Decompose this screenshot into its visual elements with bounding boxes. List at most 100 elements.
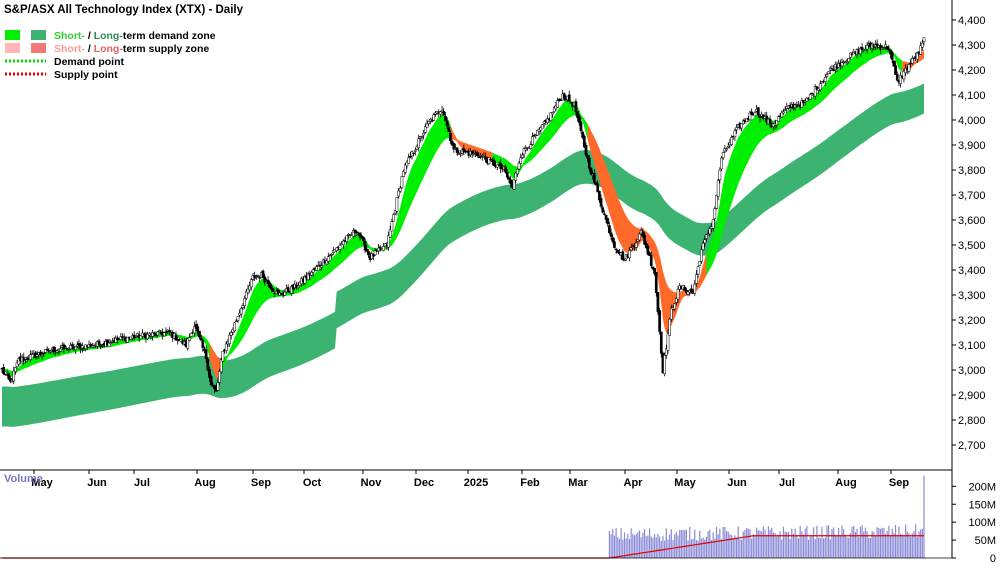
candle-body [713, 208, 717, 219]
candle-body [439, 111, 442, 115]
candle-body [146, 333, 149, 340]
price-tick-label: 3,700 [958, 190, 986, 202]
candle-body [696, 266, 700, 275]
candle-body [244, 291, 248, 299]
candle-body [616, 249, 620, 253]
candle-body [482, 155, 486, 158]
x-tick-labels: May Jun Jul Aug Sep Oct Nov Dec 2025 Feb Mar Apr May… [31, 470, 909, 489]
candle-body [119, 336, 123, 340]
price-tick-label: 4,200 [958, 65, 986, 77]
candle-body [683, 286, 687, 291]
candle-body [445, 120, 449, 127]
candle-body [55, 350, 59, 353]
candle-body [362, 236, 365, 241]
legend-item-supply-point: Supply point [5, 69, 118, 81]
candle-body [693, 283, 697, 294]
candle-body [875, 43, 879, 47]
candle-body [695, 274, 698, 284]
candle-body [522, 148, 526, 155]
candle-body [654, 272, 658, 294]
candle-body [775, 120, 779, 126]
candle-body [899, 75, 902, 84]
candle-body [7, 373, 11, 380]
candle-body [902, 71, 906, 80]
candle-body [424, 126, 427, 133]
volume-tick-labels: 0 50M 100M 150M 200M [952, 481, 996, 565]
short-term-demand-zone [221, 114, 451, 374]
volume-moving-average [2, 535, 924, 559]
candle-body [716, 180, 720, 197]
candle-body [134, 336, 138, 338]
candle-body [536, 129, 539, 136]
candle-body [505, 171, 509, 178]
candle-body [52, 346, 56, 353]
candle-body [546, 118, 549, 123]
candle-body [243, 298, 246, 307]
candle-body [663, 355, 666, 375]
candle-body [388, 229, 392, 238]
short-term-supply-zone [209, 343, 222, 380]
candle-body [859, 48, 862, 55]
candle-body [567, 94, 571, 102]
candle-body [815, 86, 819, 90]
candle-body [604, 215, 608, 220]
candle-body [139, 335, 143, 340]
candle-body [800, 100, 804, 108]
candle-body [430, 120, 434, 122]
candle-body [373, 250, 377, 256]
x-tick-label: Jun [87, 477, 107, 489]
candle-body [608, 225, 611, 233]
candle-body [174, 334, 178, 341]
candle-body [434, 112, 437, 115]
candle-body [92, 345, 96, 348]
candle-body [705, 234, 708, 239]
candle-body [569, 102, 573, 104]
x-tick-label: Jul [134, 477, 150, 489]
candle-body [239, 308, 243, 315]
candle-body [611, 237, 615, 242]
candle-body [261, 270, 265, 279]
candle-body [805, 98, 809, 102]
candle-body [382, 246, 385, 251]
candle-body [541, 124, 544, 129]
candle-body [641, 231, 645, 237]
price-tick-label: 3,900 [958, 140, 986, 152]
candle-body [634, 242, 638, 248]
candle-body [403, 164, 407, 173]
candle-body [656, 292, 660, 313]
candle-body [653, 267, 656, 274]
candle-body [228, 334, 231, 344]
candle-body [74, 346, 77, 350]
candle-body [740, 123, 743, 129]
svg-text:Demand point: Demand point [54, 56, 125, 68]
candle-body [698, 261, 702, 266]
candles [0, 37, 926, 394]
candle-body [552, 107, 556, 112]
candle-body [922, 37, 926, 42]
candle-body [407, 157, 410, 164]
candle-body [832, 69, 835, 72]
price-tick-label: 3,000 [958, 365, 986, 377]
candle-body [462, 148, 466, 153]
candle-body [748, 112, 752, 120]
candle-body [290, 286, 293, 294]
candle-body [218, 371, 221, 383]
x-tick-label: Apr [624, 477, 644, 489]
candle-body [589, 167, 593, 175]
candle-body [198, 330, 201, 338]
candle-body [827, 71, 830, 74]
candle-body [397, 190, 400, 197]
candle-body [577, 115, 581, 123]
candle-body [768, 118, 772, 125]
legend: Short- / Long-term demand zone Short- / … [5, 30, 216, 81]
candle-body [417, 138, 421, 148]
candle-body [559, 99, 563, 102]
candle-body [412, 152, 415, 154]
candle-body [248, 285, 252, 291]
price-tick-label: 3,500 [958, 240, 986, 252]
candle-body [106, 339, 109, 346]
candle-body [638, 233, 641, 241]
price-tick-label: 4,300 [958, 40, 986, 52]
candle-body [194, 324, 198, 329]
legend-item-demand-zone: Short- / Long-term demand zone [5, 30, 216, 42]
